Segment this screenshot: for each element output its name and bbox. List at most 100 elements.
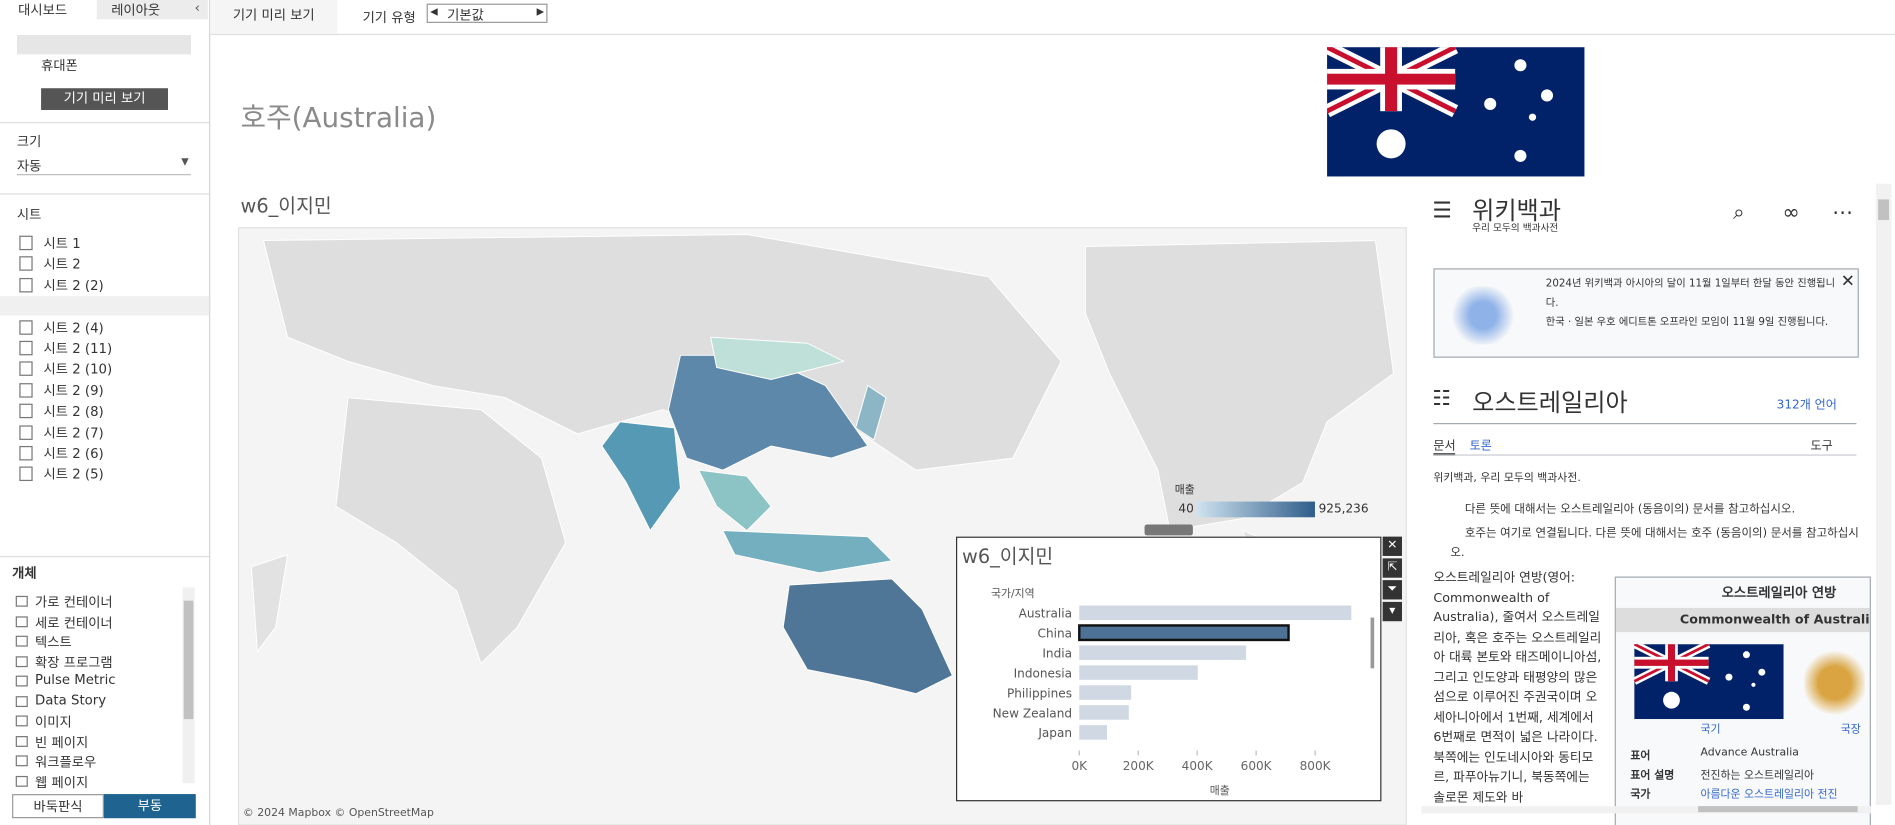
- dropdown-arrow[interactable]: ▼: [181, 155, 189, 167]
- wiki-scroll-thumb: [1878, 199, 1890, 220]
- notice-box: 2024년 위키백과 아시아의 달이 11월 1일부터 한달 동안 진행됩니다.…: [1433, 268, 1859, 358]
- sheet-item[interactable]: 시트 2 (6): [43, 445, 104, 462]
- y-tick-label: China: [1038, 627, 1073, 641]
- collapse-icon[interactable]: ‹: [194, 0, 200, 16]
- object-item[interactable]: 이미지: [35, 714, 72, 730]
- sheet-item[interactable]: 시트 2 (8): [43, 403, 104, 420]
- toolbar-icon[interactable]: ⌕: [1733, 200, 1745, 225]
- toolbar-icon[interactable]: ∞: [1782, 200, 1800, 225]
- wiki-hscroll-thumb: [1698, 806, 1858, 813]
- object-icon: [15, 595, 28, 607]
- object-item[interactable]: 빈 페이지: [35, 734, 89, 750]
- x-tick-label: 0K: [1071, 759, 1088, 773]
- object-icon: [15, 655, 28, 667]
- sheet-item[interactable]: 시트 1: [43, 235, 81, 252]
- caption[interactable]: 국장: [1840, 723, 1861, 737]
- device-select[interactable]: 기본값: [426, 3, 548, 23]
- language-button[interactable]: 312개 언어: [1776, 398, 1837, 413]
- object-item[interactable]: 텍스트: [35, 634, 72, 651]
- y-tick-label: Japan: [1037, 726, 1072, 740]
- y-tick-label: Indonesia: [1014, 666, 1072, 680]
- sheet-icon: [19, 319, 33, 335]
- toggle-option[interactable]: 부동: [103, 794, 196, 819]
- sheet-item[interactable]: 시트 2 (2): [43, 277, 104, 294]
- object-item[interactable]: 세로 컨테이너: [35, 614, 113, 631]
- object-item[interactable]: Pulse Metric: [35, 671, 116, 688]
- land: [721, 530, 893, 574]
- separator: [0, 122, 210, 124]
- panel-control[interactable]: ✕: [1382, 536, 1402, 556]
- x-tick-label: 400K: [1182, 759, 1214, 773]
- sheet-icon: [19, 403, 33, 419]
- panel-control[interactable]: ⏷: [1382, 580, 1402, 600]
- y-tick-label: India: [1042, 646, 1072, 660]
- panel-control[interactable]: ▾: [1382, 601, 1402, 622]
- infobox-title: 오스트레일리아 연방: [1721, 584, 1837, 601]
- emblem: [1804, 647, 1865, 718]
- hatnote: 다른 뜻에 대해서는 오스트레일리아 (동음이의) 문서를 참고하십시오.: [1464, 502, 1796, 517]
- separator: [0, 555, 210, 558]
- sheet-item[interactable]: 시트 2 (9): [43, 382, 104, 399]
- article-title: 오스트레일리아: [1472, 387, 1628, 417]
- sheet-item[interactable]: 시트 2 (7): [43, 424, 104, 441]
- object-icon: [15, 735, 28, 747]
- caption[interactable]: 국기: [1700, 723, 1721, 737]
- object-item[interactable]: 웹 페이지: [35, 774, 89, 790]
- sheet-item[interactable]: 시트 2: [43, 256, 81, 273]
- tab-rule: [1433, 454, 1857, 456]
- object-icon: [15, 675, 28, 687]
- bar: [1079, 705, 1129, 720]
- object-item[interactable]: 워크플로우: [35, 754, 97, 770]
- floating-sheet: w6_이지민 국가/지역 매출 0K 200K 400K 600K 800K Australia…: [956, 536, 1382, 802]
- infobox-value: Advance Australia: [1700, 746, 1799, 760]
- notice[interactable]: 한국 · 일본 우호 에디트톤 오프라인 모임이 11월 9일 진행됩니다.: [1545, 316, 1829, 329]
- map-credit: © 2024 Mapbox © OpenStreetMap: [242, 807, 434, 820]
- object-item[interactable]: 가로 컨테이너: [35, 594, 113, 611]
- notice[interactable]: 2024년 위키백과 아시아의 달이 11월 1일부터 한달 동안 진행됩니다.: [1545, 277, 1836, 310]
- arrow[interactable]: ◀: [430, 6, 438, 17]
- sheet-icon: [19, 424, 33, 440]
- infobox-label: 표어: [1630, 750, 1651, 763]
- article-tab[interactable]: 토론: [1469, 439, 1492, 454]
- legend-max: 925,236: [1318, 502, 1369, 517]
- sheet-item[interactable]: 시트 2 (4): [43, 319, 104, 336]
- wiki-hscroll: [1421, 806, 1871, 814]
- menu-icon[interactable]: ☰: [1432, 198, 1452, 224]
- infobox-value: 전진하는 오스트레일리아: [1700, 769, 1815, 782]
- button[interactable]: 기기 미리 보기: [41, 88, 168, 110]
- notice-image: [1449, 286, 1517, 345]
- bar: [1079, 645, 1247, 660]
- y-tick-label: New Zealand: [993, 706, 1072, 720]
- land: [782, 578, 954, 695]
- select[interactable]: 자동: [16, 156, 191, 176]
- infobox-value[interactable]: 아름다운 오스트레일리아 전진: [1700, 789, 1838, 802]
- infobox-subtitle: Commonwealth of Australia: [1615, 607, 1870, 633]
- x-tick-label: 200K: [1123, 759, 1155, 773]
- wiki-logo: 위키백과: [1472, 195, 1562, 225]
- toc-icon[interactable]: ☷: [1432, 386, 1451, 411]
- sheet-icon: [19, 340, 33, 356]
- tab[interactable]: 대시보드: [18, 2, 68, 19]
- object-item[interactable]: 확장 프로그램: [35, 654, 113, 671]
- arrow[interactable]: ▶: [536, 6, 545, 17]
- sheet-item[interactable]: 시트 2 (5): [43, 466, 104, 483]
- y-tick-label: Australia: [1019, 607, 1072, 621]
- close-icon[interactable]: ✕: [1840, 271, 1855, 292]
- sheet-item[interactable]: 시트 2 (10): [43, 361, 113, 378]
- land: [710, 336, 845, 380]
- tools-menu[interactable]: 도구: [1810, 439, 1833, 454]
- tab[interactable]: 기기 미리 보기: [210, 0, 338, 34]
- panel-control[interactable]: ⇱: [1382, 558, 1402, 578]
- dashboard-title: 호주(Australia): [240, 102, 437, 135]
- x-axis-title: 매출: [1210, 784, 1230, 797]
- device-option[interactable]: 휴대폰: [41, 58, 78, 74]
- toolbar-icon[interactable]: ⋯: [1832, 200, 1853, 225]
- infobox-flag[interactable]: [1634, 644, 1784, 720]
- land: [250, 554, 289, 653]
- tab[interactable]: 레이아웃: [96, 0, 208, 20]
- article-tab[interactable]: 문서: [1433, 435, 1456, 456]
- object-item[interactable]: Data Story: [35, 691, 107, 708]
- toggle-option[interactable]: 바둑판식: [12, 794, 104, 819]
- sheet-item[interactable]: 시트 2 (11): [43, 340, 113, 357]
